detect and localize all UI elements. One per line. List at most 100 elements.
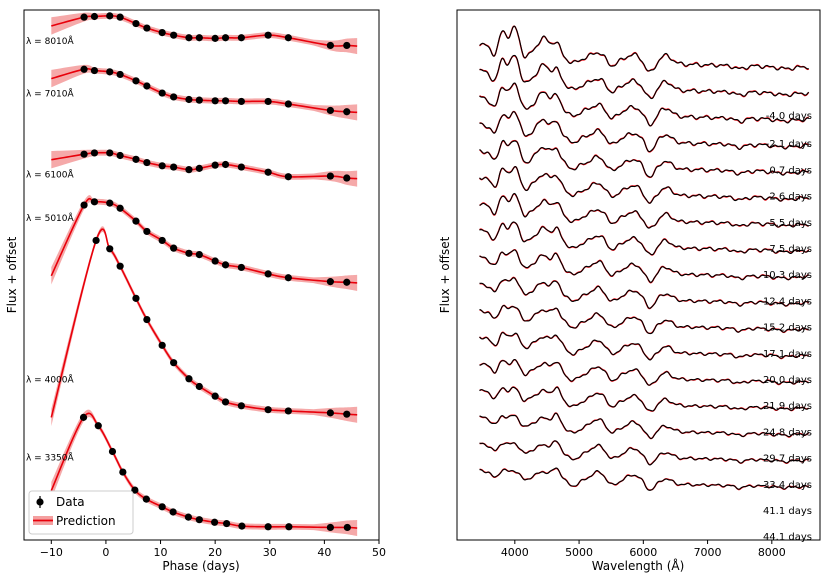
epoch-label: 24.8 days [763,427,812,438]
data-point [237,402,245,410]
series-label: λ = 6100Å [26,169,74,181]
data-point [221,34,230,42]
data-point [195,516,203,524]
data-point [90,66,99,75]
data-point [343,41,351,50]
data-point [284,100,292,108]
data-point [185,34,193,42]
observed-spectrum [479,54,810,100]
right-epoch-labels: -4.0 days -2.1 days 0.7 days 2.6 days 5.5 da… [763,111,812,543]
data-point [237,34,245,42]
observed-spectrum [479,440,809,466]
data-point [158,503,166,511]
data-point [326,409,334,417]
data-point [80,13,88,21]
data-point [195,34,203,42]
data-point [211,34,219,42]
legend: Data Prediction [28,490,134,535]
data-point [116,262,124,270]
data-point [211,97,219,105]
data-point [195,96,203,104]
prediction-band [51,64,358,121]
data-point [326,523,334,532]
data-point [80,201,88,209]
data-point [170,93,178,101]
data-point [264,270,272,278]
left-x-tick-label: 40 [317,546,331,559]
epoch-label: -4.0 days [766,111,812,122]
observed-spectrum [479,192,809,229]
data-point [237,163,245,171]
observed-spectrum [479,359,809,386]
data-point [106,12,114,20]
data-point [326,172,334,180]
data-point [221,160,230,169]
left-y-axis-label: Flux + offset [5,236,19,313]
series-label: λ = 8010Å [26,35,74,47]
data-point [143,227,151,236]
data-point [106,68,114,76]
data-point [158,28,166,37]
observed-spectrum [479,166,809,204]
data-point [143,158,151,167]
left-prediction-lines [50,15,358,529]
right-axes-frame [456,9,821,541]
legend-box [28,490,134,535]
data-point [90,198,99,206]
data-point [158,89,166,97]
data-point [185,95,193,104]
data-point [132,77,140,85]
observed-spectrum [479,412,809,440]
data-point [264,168,272,176]
data-point [106,245,114,253]
data-point [132,19,140,28]
data-point [169,508,177,516]
data-point [143,24,151,32]
data-point [108,447,117,456]
right-y-axis-label: Flux + offset [438,236,452,313]
epoch-label: 15.2 days [763,323,812,334]
data-point [90,12,99,21]
data-point [92,236,100,245]
data-point [284,173,292,181]
right-x-axis-label: Wavelength (Å) [592,558,685,573]
right-x-tick-label: 5000 [565,546,593,559]
epoch-label: 29.7 days [763,454,812,465]
epoch-label: -2.1 days [766,139,812,150]
predicted-spectrum [479,165,810,204]
epoch-label: 12.4 days [763,296,812,307]
data-point [326,41,334,50]
observed-spectrum [479,467,809,491]
data-point [94,422,102,430]
data-point [185,249,193,257]
data-point [116,151,124,160]
predicted-spectrum [479,221,810,256]
predicted-spectrum [479,440,809,466]
data-point [221,398,230,406]
data-point [237,263,245,272]
predicted-spectrum [479,110,809,153]
data-point [143,82,151,90]
data-point [221,97,230,105]
epoch-label: 41.1 days [763,506,812,517]
data-point [211,161,219,169]
data-point [264,523,272,531]
right-x-tick-label: 4000 [501,546,529,559]
data-point [264,31,272,39]
observed-spectrum [479,111,809,153]
epoch-label: 21.9 days [763,401,812,412]
epoch-label: 7.5 days [769,244,812,255]
data-point [131,486,139,494]
predicted-spectrum [479,331,809,361]
data-point [79,413,88,421]
data-point [80,150,88,158]
data-point [221,261,230,269]
data-point [343,278,351,286]
data-point [237,97,245,106]
left-x-tick-label: 20 [208,546,222,559]
epoch-label: 44.1 days [763,532,812,543]
epoch-label: 10.3 days [763,270,812,281]
left-x-tick-label: −10 [40,546,63,559]
observed-spectrum [479,304,809,335]
